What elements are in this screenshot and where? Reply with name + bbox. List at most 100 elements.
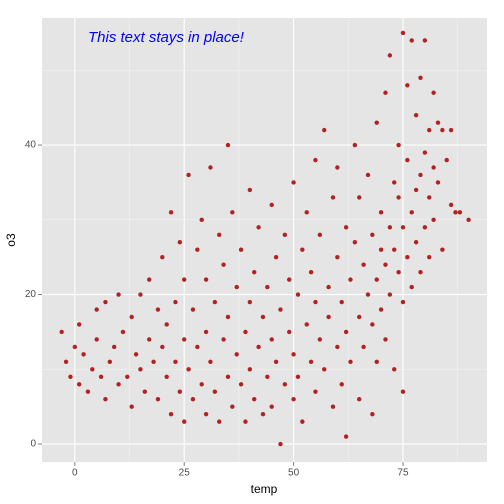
point: [208, 359, 213, 365]
y-tick-label: 0: [30, 439, 36, 450]
x-tick-label: 0: [72, 468, 78, 479]
point: [76, 382, 82, 387]
point: [138, 367, 143, 372]
point: [186, 172, 191, 178]
point: [431, 90, 436, 95]
point: [168, 210, 174, 215]
point: [418, 172, 423, 178]
point: [313, 299, 318, 305]
point: [116, 382, 121, 387]
point: [252, 397, 257, 402]
point: [68, 374, 73, 379]
point: [147, 277, 152, 282]
panel: [42, 18, 487, 462]
point: [418, 269, 423, 275]
point: [300, 419, 305, 424]
point: [378, 210, 384, 215]
point: [357, 397, 362, 402]
point: [431, 217, 436, 223]
point: [195, 247, 200, 252]
point: [387, 225, 393, 230]
point: [273, 254, 279, 260]
y-tick-label: 20: [25, 289, 37, 300]
point: [147, 337, 152, 342]
point: [378, 307, 384, 312]
point: [182, 337, 187, 342]
point: [190, 397, 196, 402]
point: [405, 157, 410, 163]
point: [352, 142, 358, 148]
point: [308, 359, 314, 365]
point: [151, 359, 156, 365]
point: [322, 367, 327, 372]
point: [103, 397, 108, 402]
point: [374, 359, 379, 365]
point: [278, 441, 283, 447]
point: [396, 269, 401, 275]
point: [374, 120, 379, 125]
point: [177, 389, 183, 394]
point: [230, 210, 235, 215]
annotation: This text stays in place!: [88, 29, 245, 46]
point: [378, 247, 384, 252]
point: [225, 374, 231, 379]
point: [409, 210, 414, 215]
point: [203, 329, 209, 335]
point: [256, 344, 261, 350]
point: [94, 307, 99, 312]
point: [291, 397, 296, 402]
point: [160, 254, 165, 260]
point: [440, 247, 445, 252]
point: [448, 202, 454, 208]
point: [269, 337, 274, 342]
point: [155, 307, 161, 312]
point: [400, 225, 406, 230]
point: [422, 225, 428, 230]
point: [212, 299, 218, 305]
point: [190, 307, 196, 312]
point: [295, 374, 301, 379]
point: [291, 180, 296, 185]
point: [247, 299, 253, 305]
point: [221, 262, 226, 267]
point: [422, 150, 428, 155]
point: [295, 292, 301, 297]
point: [260, 411, 266, 417]
point: [173, 299, 178, 305]
point: [247, 187, 253, 193]
point: [164, 374, 169, 379]
point: [85, 389, 91, 394]
point: [335, 254, 340, 260]
point: [269, 404, 274, 409]
point: [335, 344, 340, 350]
point: [392, 180, 397, 185]
point: [164, 322, 169, 327]
point: [313, 157, 318, 163]
point: [269, 202, 274, 208]
point: [308, 269, 314, 275]
point: [370, 322, 375, 327]
point: [252, 269, 257, 275]
point: [322, 127, 327, 133]
point: [221, 337, 226, 342]
point: [435, 120, 441, 125]
point: [427, 254, 432, 260]
point: [361, 262, 366, 267]
point: [427, 195, 432, 200]
point: [352, 240, 358, 245]
point: [383, 90, 388, 95]
point: [427, 127, 432, 133]
point: [440, 127, 445, 133]
point: [94, 337, 99, 342]
point: [234, 284, 239, 290]
point: [400, 30, 406, 36]
point: [247, 367, 253, 372]
point: [374, 277, 379, 282]
point: [317, 337, 323, 342]
point: [466, 217, 471, 223]
point: [142, 389, 148, 394]
point: [357, 195, 362, 200]
point: [125, 374, 130, 379]
point: [348, 277, 353, 282]
